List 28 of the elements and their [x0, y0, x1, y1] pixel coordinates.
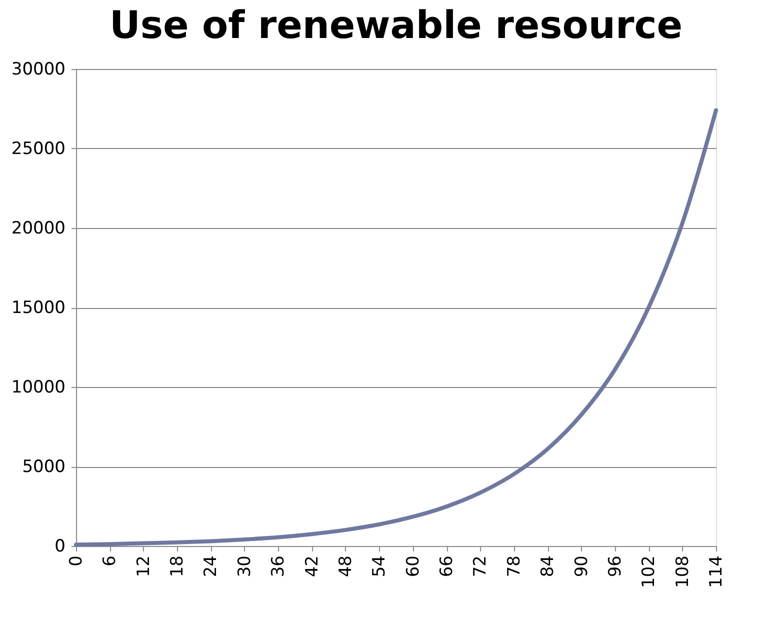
x-tick-label: 78: [504, 556, 524, 578]
x-tick-label: 90: [572, 556, 592, 578]
x-tick-label: 60: [403, 556, 424, 578]
x-tick-label: 36: [268, 556, 289, 578]
x-tick-label: 66: [437, 556, 458, 578]
x-tick-label: 24: [201, 556, 222, 578]
line-series: [74, 108, 718, 547]
x-tick-label: 30: [234, 556, 255, 578]
x-tick-label: 72: [470, 556, 491, 578]
x-tick-label: 84: [538, 556, 558, 578]
y-tick-label: 15000: [11, 298, 66, 318]
chart-title: Use of renewable resource: [110, 3, 682, 47]
x-tick-label: 18: [168, 556, 188, 578]
y-tick-label: 5000: [22, 457, 66, 477]
x-tick-label: 102: [639, 556, 660, 588]
x-tick-label: 48: [336, 556, 356, 578]
y-tick-label: 10000: [11, 378, 66, 398]
x-tick-label: 108: [672, 556, 693, 588]
x-tick-label: 12: [134, 556, 154, 578]
x-tick-label: 42: [302, 556, 322, 578]
x-tick-label: 96: [605, 556, 626, 578]
x-tick-label: 6: [100, 556, 120, 566]
x-tick-label: 114: [706, 556, 726, 588]
x-tick-label: 0: [66, 556, 86, 566]
y-tick-label: 20000: [11, 218, 66, 238]
y-tick-label: 25000: [11, 139, 66, 159]
y-tick-label: 30000: [11, 60, 66, 80]
x-tick-label: 54: [370, 556, 390, 578]
